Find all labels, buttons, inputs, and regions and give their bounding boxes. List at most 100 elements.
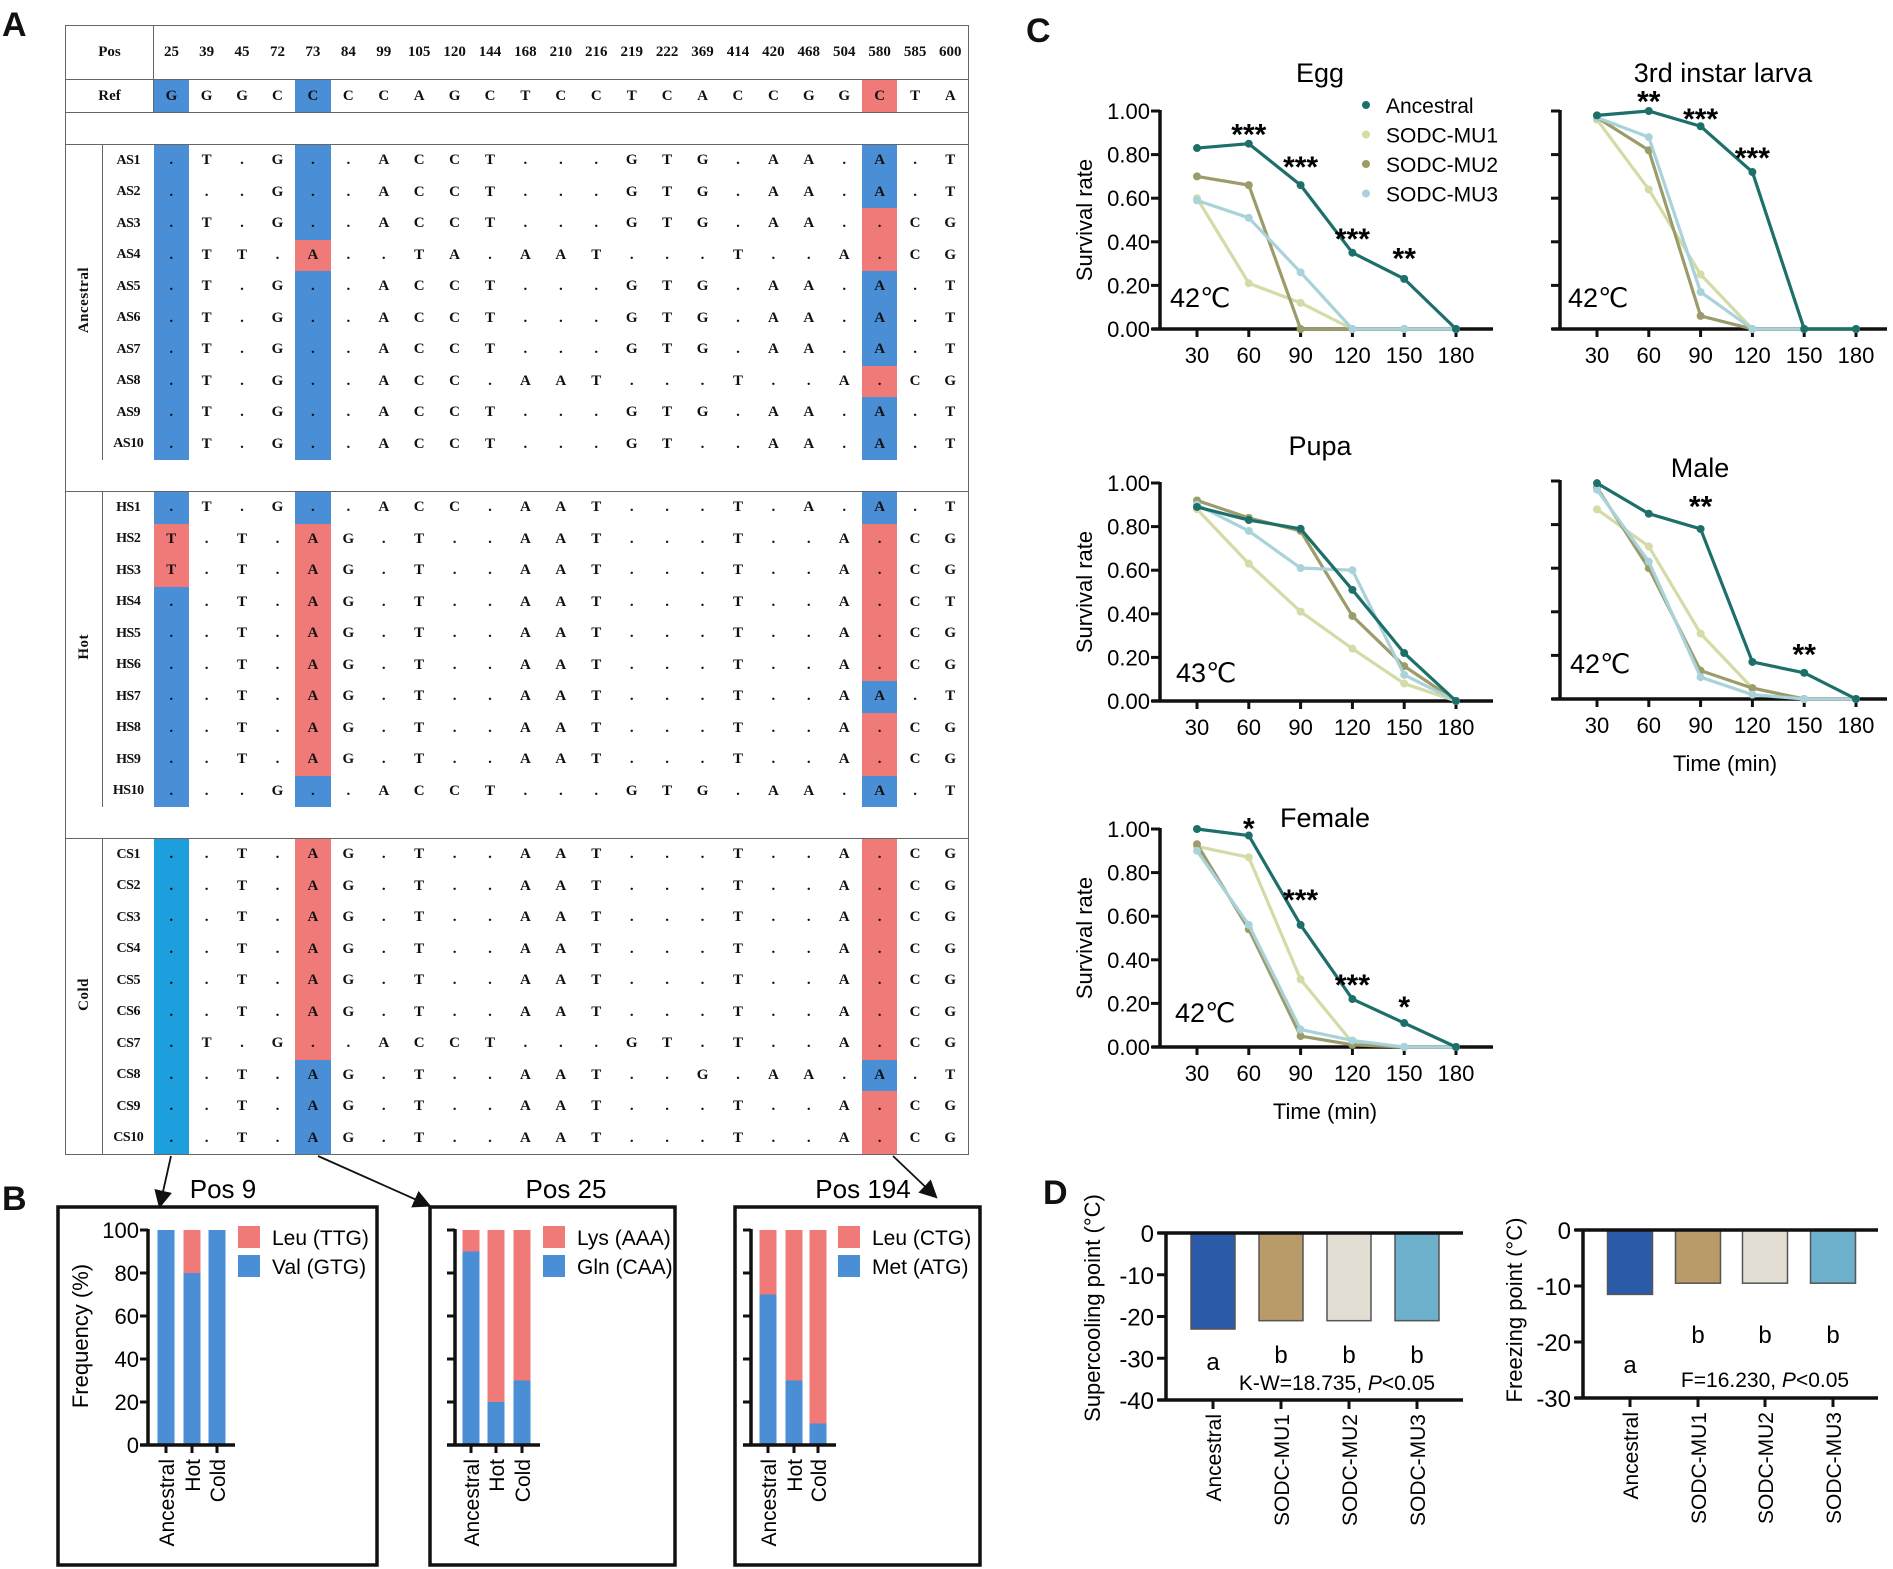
base-cell: T bbox=[662, 183, 673, 200]
base-cell: . bbox=[346, 215, 351, 232]
base-cell: . bbox=[488, 940, 492, 957]
base-cell: T bbox=[591, 940, 602, 957]
x-tick-label: 120 bbox=[1734, 713, 1771, 738]
x-axis-label: Time (min) bbox=[1273, 1099, 1377, 1124]
base-cell: C bbox=[909, 972, 921, 989]
base-cell: A bbox=[295, 838, 331, 871]
base-cell: . bbox=[153, 1122, 189, 1155]
alignment-row: AS6. T. G.. A C C T... G T G. A A. A. T bbox=[66, 302, 969, 334]
base-cell: A bbox=[861, 397, 898, 429]
base-cell: . bbox=[204, 183, 209, 200]
base-cell: . bbox=[861, 208, 898, 240]
base-cell: A bbox=[520, 1098, 531, 1115]
base-cell: . bbox=[806, 1035, 811, 1052]
data-point bbox=[1244, 213, 1253, 222]
base-cell: A bbox=[378, 499, 390, 516]
significance-marker: *** bbox=[1231, 118, 1266, 151]
base-cell: . bbox=[558, 183, 563, 200]
base-cell: . bbox=[204, 1098, 209, 1115]
x-tick-label: 30 bbox=[1585, 713, 1609, 738]
base-cell: T bbox=[662, 278, 673, 295]
bar bbox=[1606, 1229, 1654, 1296]
base-cell: . bbox=[736, 404, 740, 421]
base-cell: C bbox=[543, 79, 579, 113]
base-cell: . bbox=[523, 183, 528, 200]
base-cell: . bbox=[629, 656, 634, 673]
data-point bbox=[1644, 185, 1653, 194]
data-point bbox=[1296, 975, 1305, 984]
base-cell: A bbox=[861, 681, 898, 713]
base-cell: T bbox=[414, 751, 425, 768]
base-cell: . bbox=[204, 625, 209, 642]
base-cell: C bbox=[649, 79, 685, 113]
base-cell: C bbox=[909, 656, 921, 673]
base-cell: . bbox=[153, 271, 189, 303]
base-cell: . bbox=[913, 499, 917, 516]
x-tick-label: 120 bbox=[1334, 343, 1371, 368]
alignment-row: AS5. T. G.. A C C T... G T G. A A. A. T bbox=[66, 271, 969, 303]
data-point bbox=[1244, 526, 1253, 535]
alignment-row: CS4.. T. A G. T.. A A T... T.. A. C G bbox=[66, 933, 969, 965]
base-cell: C bbox=[295, 79, 331, 113]
base-cell: A bbox=[295, 933, 331, 965]
base-cell: T bbox=[153, 523, 189, 555]
data-point bbox=[1296, 607, 1305, 616]
base-cell: . bbox=[700, 435, 705, 452]
base-cell: . bbox=[861, 649, 898, 681]
category-label: Hot bbox=[784, 1459, 807, 1492]
y-tick-label: 40 bbox=[115, 1347, 139, 1372]
base-cell: T bbox=[591, 1066, 602, 1083]
base-cell: . bbox=[240, 782, 244, 799]
statistics-label: K-W=18.735, P<0.05 bbox=[1239, 1372, 1435, 1395]
base-cell: . bbox=[346, 404, 351, 421]
base-cell: T bbox=[945, 688, 956, 705]
alignment-row: HS5.. T. A G. T.. A A T... T.. A. C G bbox=[66, 618, 969, 650]
alignment-row: CS8.. T. A G. T.. A A T.. G. A A. A. T bbox=[66, 1059, 969, 1091]
base-cell: . bbox=[771, 246, 776, 263]
base-cell: A bbox=[520, 656, 531, 673]
base-cell: G bbox=[944, 625, 957, 642]
base-cell: . bbox=[806, 1098, 811, 1115]
base-cell: G bbox=[271, 309, 284, 326]
base-cell: A bbox=[520, 719, 531, 736]
base-cell: . bbox=[240, 309, 244, 326]
base-cell: A bbox=[520, 499, 531, 516]
base-cell: . bbox=[523, 341, 528, 358]
position-number: 99 bbox=[366, 25, 402, 80]
base-cell: A bbox=[378, 435, 390, 452]
category-label: Cold bbox=[808, 1459, 831, 1502]
base-cell: T bbox=[485, 183, 496, 200]
base-cell: T bbox=[414, 1129, 425, 1146]
base-cell: . bbox=[842, 183, 847, 200]
group-letter: b bbox=[1342, 1342, 1355, 1369]
base-cell: . bbox=[452, 688, 457, 705]
x-tick-label: 90 bbox=[1288, 1061, 1312, 1086]
data-point bbox=[1193, 196, 1201, 205]
base-cell: T bbox=[732, 877, 743, 894]
base-cell: G bbox=[342, 751, 355, 768]
bar-segment bbox=[157, 1230, 175, 1445]
base-cell: G bbox=[625, 183, 638, 200]
base-cell: . bbox=[153, 1028, 189, 1060]
base-cell: C bbox=[413, 499, 425, 516]
base-cell: . bbox=[771, 625, 776, 642]
base-cell: G bbox=[342, 909, 355, 926]
y-tick-label: 0.80 bbox=[1107, 515, 1150, 540]
base-cell: C bbox=[449, 183, 460, 200]
category-label: Ancestral bbox=[758, 1459, 781, 1547]
base-cell: T bbox=[507, 79, 544, 113]
data-point bbox=[1748, 684, 1757, 693]
base-cell: . bbox=[594, 404, 599, 421]
base-cell: C bbox=[413, 215, 425, 232]
alignment-row: AS8. T. G.. A C C. A A T... T.. A. C G bbox=[66, 365, 969, 397]
base-cell: T bbox=[613, 79, 650, 113]
base-cell: . bbox=[381, 1003, 386, 1020]
series-line bbox=[1195, 843, 1456, 1049]
sequence-alignment-table: Pos 25 39 45 72 73 84 99 105 120 144 168 210 216 219 22… bbox=[65, 25, 969, 1155]
base-cell: . bbox=[842, 152, 847, 169]
base-cell: T bbox=[591, 372, 602, 389]
bar bbox=[1674, 1229, 1722, 1284]
base-cell: C bbox=[449, 435, 460, 452]
base-cell: . bbox=[558, 278, 563, 295]
base-cell: . bbox=[861, 744, 898, 776]
